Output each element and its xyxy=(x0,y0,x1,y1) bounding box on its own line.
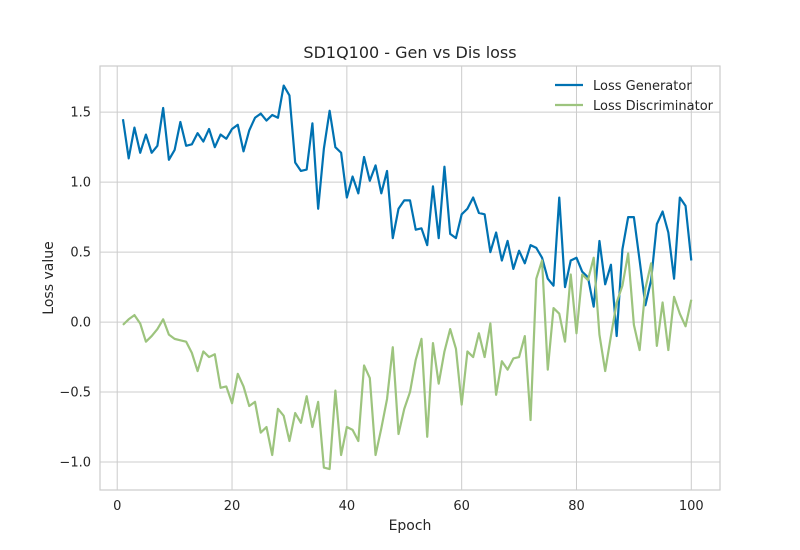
x-tick-label: 0 xyxy=(113,499,121,514)
y-tick-label: 1.5 xyxy=(70,106,91,121)
plot-area xyxy=(99,65,721,491)
y-tick-label: −1.0 xyxy=(59,456,91,471)
y-tick-labels: −1.0 −0.5 0.0 0.5 1.0 1.5 xyxy=(59,106,91,471)
x-axis-label: Epoch xyxy=(389,518,432,534)
grid xyxy=(100,66,720,490)
legend-label-generator: Loss Generator xyxy=(593,79,692,94)
y-tick-label: −0.5 xyxy=(59,386,91,401)
series-line-generator xyxy=(121,84,693,338)
y-tick-label: 0.5 xyxy=(70,246,91,261)
x-tick-labels: 0 20 40 60 80 100 xyxy=(113,499,704,514)
y-tick-label: 0.0 xyxy=(70,316,91,331)
x-tick-label: 60 xyxy=(453,499,470,514)
x-tick-label: 100 xyxy=(679,499,704,514)
x-tick-label: 20 xyxy=(224,499,241,514)
series-lines xyxy=(121,84,693,471)
y-axis-label: Loss value xyxy=(41,241,57,314)
x-tick-label: 80 xyxy=(568,499,585,514)
legend: Loss Generator Loss Discriminator xyxy=(555,79,714,114)
legend-label-discriminator: Loss Discriminator xyxy=(593,99,714,114)
chart-title: SD1Q100 - Gen vs Dis loss xyxy=(303,43,516,62)
y-tick-label: 1.0 xyxy=(70,176,91,191)
x-tick-label: 40 xyxy=(339,499,356,514)
series-line-discriminator xyxy=(122,252,693,471)
